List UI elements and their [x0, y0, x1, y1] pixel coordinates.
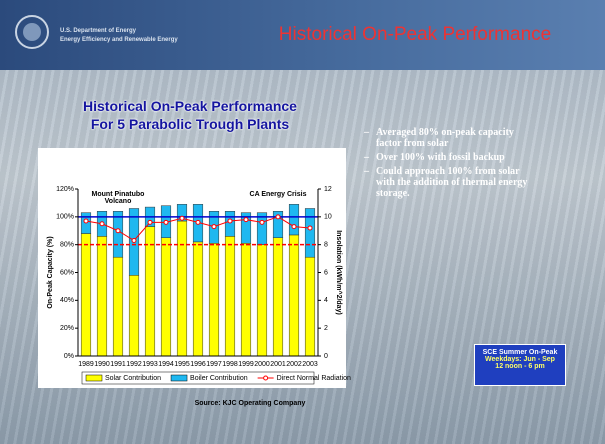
line-marker [100, 222, 104, 226]
x-tick-label: 1999 [238, 361, 254, 368]
bar-segment [193, 242, 203, 356]
line-marker [212, 225, 216, 229]
line-marker [260, 220, 264, 224]
note-line: Weekdays: Jun - Sep [475, 356, 565, 363]
bullet-list: Averaged 80% on-peak capacity factor fro… [364, 127, 534, 202]
y2-tick-label: 6 [324, 269, 328, 276]
legend-swatch [171, 375, 187, 381]
x-tick-label: 1994 [158, 361, 174, 368]
y2-tick-label: 2 [324, 325, 328, 332]
line-marker [276, 215, 280, 219]
line-marker [84, 219, 88, 223]
line-marker [164, 220, 168, 224]
y-tick-label: 20% [60, 325, 74, 332]
line-marker [308, 226, 312, 230]
annotation: Mount Pinatubo Volcano [88, 191, 148, 205]
bar-segment [177, 221, 187, 356]
legend-swatch [86, 375, 102, 381]
bullet: Averaged 80% on-peak capacity factor fro… [364, 127, 534, 149]
x-tick-label: 2002 [286, 361, 302, 368]
note-line: 12 noon - 6 pm [475, 363, 565, 370]
bar-segment [81, 234, 91, 356]
y2-tick-label: 0 [324, 353, 328, 360]
line-marker [292, 225, 296, 229]
bar-segment [257, 245, 267, 356]
x-tick-label: 2003 [302, 361, 318, 368]
bar-segment [209, 243, 219, 356]
bar-segment [145, 227, 155, 356]
x-tick-label: 2000 [254, 361, 270, 368]
bar-segment [129, 275, 139, 356]
x-tick-label: 1993 [142, 361, 158, 368]
line-marker [116, 229, 120, 233]
y-tick-label: 120% [56, 186, 74, 193]
x-tick-label: 1998 [222, 361, 238, 368]
bar-segment [289, 235, 299, 356]
y-tick-label: 0% [64, 353, 74, 360]
x-tick-label: 1989 [78, 361, 94, 368]
bar-segment [273, 238, 283, 356]
x-tick-label: 1990 [94, 361, 110, 368]
note-line: SCE Summer On-Peak [475, 349, 565, 356]
y2-tick-label: 8 [324, 242, 328, 249]
source-note: Source: KJC Operating Company [150, 400, 350, 407]
x-tick-label: 1997 [206, 361, 222, 368]
y2-axis-title: Insolation (kWh/m^2/day) [335, 230, 343, 315]
bar-segment [225, 236, 235, 356]
x-tick-label: 2001 [270, 361, 286, 368]
y-tick-label: 80% [60, 242, 74, 249]
x-tick-label: 1996 [190, 361, 206, 368]
bar-segment [113, 211, 123, 257]
slide: U.S. Department of Energy Energy Efficie… [0, 0, 605, 444]
bar-segment [241, 243, 251, 356]
line-marker [180, 216, 184, 220]
line-marker [244, 218, 248, 222]
x-tick-label: 1995 [174, 361, 190, 368]
bar-segment [225, 211, 235, 236]
line-marker [196, 220, 200, 224]
y-tick-label: 40% [60, 297, 74, 304]
y-axis-title: On-Peak Capacity (%) [47, 236, 54, 308]
y2-tick-label: 10 [324, 214, 332, 221]
bar-segment [97, 236, 107, 356]
x-tick-label: 1991 [110, 361, 126, 368]
bar-segment [113, 257, 123, 356]
bar-segment [305, 208, 315, 257]
y-tick-label: 100% [56, 214, 74, 221]
line-marker [228, 219, 232, 223]
line-marker [148, 220, 152, 224]
y-tick-label: 60% [60, 269, 74, 276]
legend-label: Solar Contribution [105, 375, 161, 382]
bullet: Over 100% with fossil backup [364, 152, 534, 163]
legend-label: Direct Normal Radiation [277, 375, 351, 382]
annotation: CA Energy Crisis [248, 191, 308, 198]
legend-swatch [264, 376, 268, 380]
legend-label: Boiler Contribution [190, 375, 248, 382]
bar-segment [289, 204, 299, 235]
bar-segment [305, 257, 315, 356]
note-box: SCE Summer On-Peak Weekdays: Jun - Sep 1… [474, 344, 566, 386]
line-marker [132, 238, 136, 242]
x-tick-label: 1992 [126, 361, 142, 368]
bullet: Could approach 100% from solar with the … [364, 166, 534, 199]
bar-segment [161, 238, 171, 356]
y2-tick-label: 4 [324, 297, 328, 304]
y2-tick-label: 12 [324, 186, 332, 193]
